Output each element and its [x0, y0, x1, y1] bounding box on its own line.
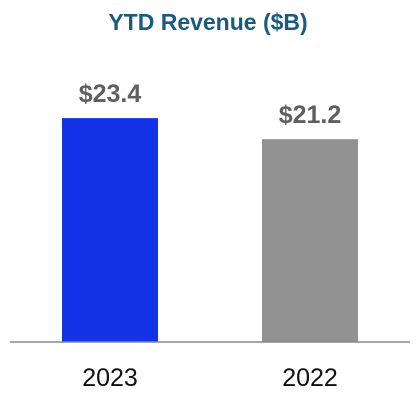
chart-title: YTD Revenue ($B): [108, 9, 307, 35]
bar-2023: [62, 118, 158, 343]
x-tick-labels-group: 2023 2022: [82, 364, 338, 392]
data-label-2022: $21.2: [279, 101, 342, 129]
bar-2022: [262, 139, 358, 342]
bars-group: [62, 118, 358, 343]
data-labels-group: $23.4 $21.2: [79, 80, 342, 129]
x-tick-label-2023: 2023: [82, 364, 138, 392]
x-tick-label-2022: 2022: [282, 364, 338, 392]
data-label-2023: $23.4: [79, 80, 142, 108]
